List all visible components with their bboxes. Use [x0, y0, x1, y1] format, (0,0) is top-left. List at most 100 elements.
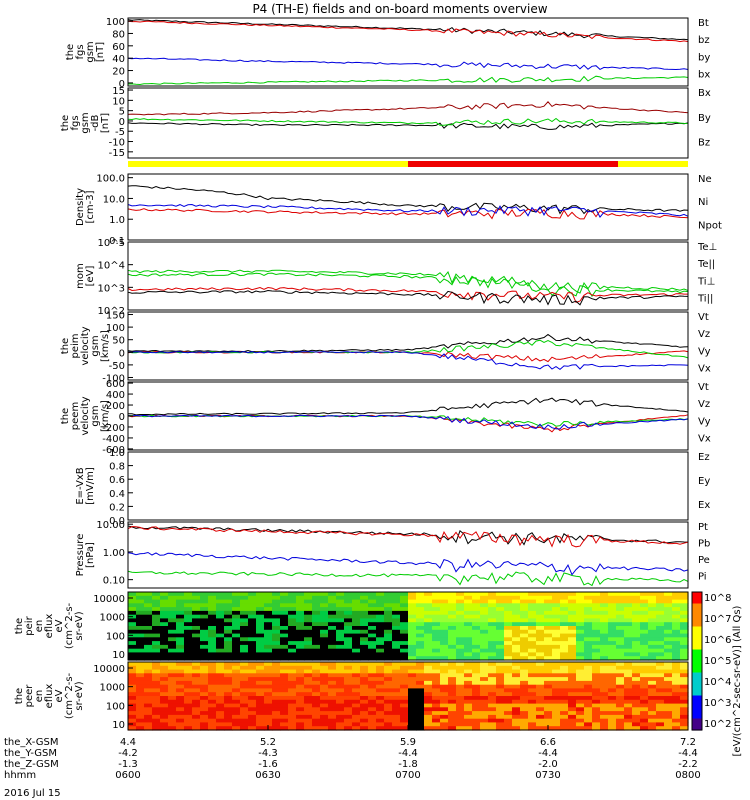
spectrogram-cell	[584, 637, 593, 642]
ytick-label: 1000	[100, 683, 125, 694]
spectrogram-cell	[360, 726, 369, 731]
spectrogram-cell	[600, 714, 609, 720]
spectrogram-cell	[152, 614, 161, 620]
spectrogram-cell	[424, 677, 433, 682]
spectrogram-cell	[648, 718, 657, 724]
spectrogram-cell	[232, 652, 241, 657]
spectrogram-cell	[240, 692, 249, 697]
spectrogram-cell	[136, 644, 145, 650]
spectrogram-cell	[600, 692, 609, 697]
spectrogram-cell	[600, 673, 609, 678]
spectrogram-cell	[680, 718, 689, 724]
spectrogram-cell	[304, 718, 313, 724]
spectrogram-cell	[176, 592, 185, 597]
spectrogram-cell	[256, 703, 265, 708]
spectrogram-cell	[264, 665, 273, 671]
spectrogram-cell	[408, 722, 417, 727]
spectrogram-cell	[256, 699, 265, 705]
spectrogram-cell	[616, 656, 625, 661]
spectrogram-cell	[320, 603, 329, 608]
spectrogram-cell	[248, 692, 257, 697]
spectrogram-cell	[192, 673, 201, 678]
spectrogram-cell	[312, 618, 321, 623]
spectrogram-cell	[304, 599, 313, 604]
spectrogram-cell	[672, 680, 681, 686]
spectrogram-cell	[256, 637, 265, 642]
spectrogram-cell	[632, 684, 641, 690]
spectrogram-cell	[488, 707, 497, 712]
spectrogram-cell	[584, 603, 593, 608]
spectrogram-cell	[640, 603, 649, 608]
spectrogram-cell	[240, 688, 249, 693]
spectrogram-cell	[360, 652, 369, 657]
spectrogram-cell	[416, 680, 425, 686]
spectrogram-cell	[592, 629, 601, 635]
spectrogram-cell	[480, 714, 489, 720]
spectrogram-cell	[616, 599, 625, 604]
spectrogram-cell	[296, 707, 305, 712]
spectrogram-cell	[592, 718, 601, 724]
spectrogram-cell	[160, 726, 169, 731]
spectrogram-cell	[528, 629, 537, 635]
series-line-fgs_gsm_bt-2	[127, 75, 689, 86]
colorbar-segment	[692, 686, 702, 690]
spectrogram-cell	[296, 677, 305, 682]
spectrogram-cell	[656, 680, 665, 686]
spectrogram-cell	[376, 610, 385, 616]
spectrogram-cell	[264, 696, 273, 701]
spectrogram-cell	[464, 684, 473, 690]
spectrogram-cell	[296, 644, 305, 650]
spectrogram-cell	[320, 673, 329, 678]
spectrogram-cell	[168, 637, 177, 642]
spectrogram-cell	[272, 662, 281, 667]
spectrogram-cell	[416, 595, 425, 601]
spectrogram-cell	[552, 622, 561, 627]
spectrogram-cell	[224, 665, 233, 671]
spectrogram-cell	[664, 641, 673, 646]
ylabel-line: (cm^2-s-	[64, 672, 75, 719]
spectrogram-cell	[248, 641, 257, 646]
spectrogram-cell	[440, 711, 449, 716]
spectrogram-cell	[256, 629, 265, 635]
spectrogram-cell	[312, 696, 321, 701]
time-row-value: -2.0	[538, 759, 558, 770]
spectrogram-cell	[296, 626, 305, 631]
spectrogram-cell	[432, 637, 441, 642]
spectrogram-cell	[200, 699, 209, 705]
spectrogram-cell	[280, 626, 289, 631]
spectrogram-cell	[504, 707, 513, 712]
spectrogram-cell	[144, 696, 153, 701]
spectrogram-cell	[304, 692, 313, 697]
spectrogram-cell	[560, 644, 569, 650]
spectrogram-cell	[200, 622, 209, 627]
spectrogram-cell	[456, 726, 465, 731]
spectrogram-cell	[528, 614, 537, 620]
spectrogram-cell	[536, 711, 545, 716]
spectrogram-cell	[536, 652, 545, 657]
spectrogram-cell	[456, 618, 465, 623]
spectrogram-cell	[576, 610, 585, 616]
spectrogram-cell	[632, 669, 641, 674]
spectrogram-cell	[544, 665, 553, 671]
spectrogram-cell	[152, 626, 161, 631]
spectrogram-cell	[600, 592, 609, 597]
spectrogram-cell	[552, 696, 561, 701]
spectrogram-cell	[184, 703, 193, 708]
legend-Bz: Bz	[698, 138, 710, 149]
spectrogram-cell	[536, 692, 545, 697]
spectrogram-cell	[560, 626, 569, 631]
spectrogram-cell	[344, 684, 353, 690]
spectrogram-cell	[200, 607, 209, 612]
spectrogram-cell	[328, 696, 337, 701]
spectrogram-cell	[232, 726, 241, 731]
spectrogram-cell	[560, 677, 569, 682]
spectrogram-cell	[560, 718, 569, 724]
spectrogram-cell	[360, 637, 369, 642]
spectrogram-cell	[208, 656, 217, 661]
spectrogram-cell	[536, 603, 545, 608]
spectrogram-cell	[456, 633, 465, 638]
spectrogram-cell	[128, 629, 137, 635]
series-line-fgs_gsm_bt-0	[127, 19, 689, 41]
spectrogram-cell	[552, 652, 561, 657]
spectrogram-cell	[352, 626, 361, 631]
